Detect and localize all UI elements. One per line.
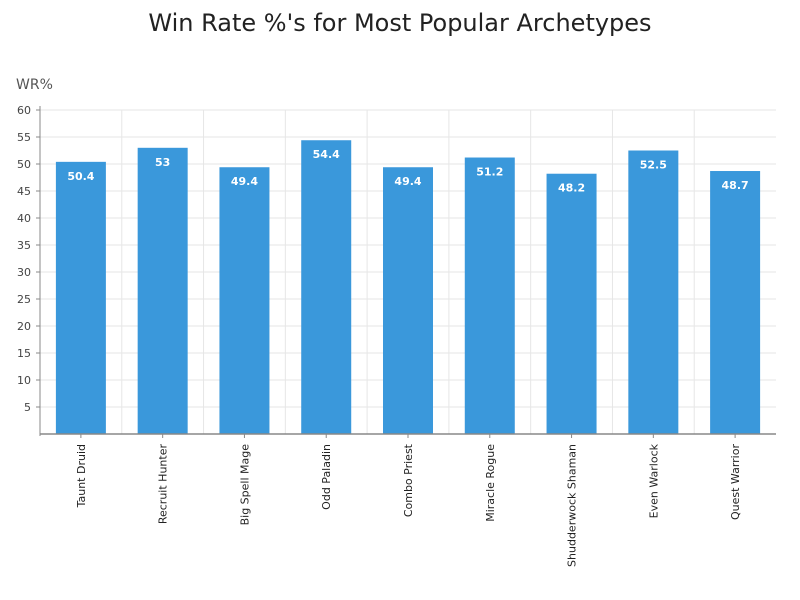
bar bbox=[301, 140, 352, 435]
y-tick-label: 35 bbox=[17, 239, 31, 252]
labels: 5 10 15 20 25 30 35 40 45 50 55 60 50.4 Taunt Druid 53… bbox=[16, 77, 749, 567]
y-tick-label: 40 bbox=[17, 212, 31, 225]
x-tick-label: Taunt Druid bbox=[75, 444, 88, 508]
bar bbox=[55, 161, 106, 434]
x-tick-label: Miracle Rogue bbox=[484, 444, 497, 522]
y-tick-label: 45 bbox=[17, 185, 31, 198]
data-label: 49.4 bbox=[394, 175, 421, 188]
axes bbox=[36, 106, 776, 438]
y-tick-label: 55 bbox=[17, 131, 31, 144]
x-tick-label: Shudderwock Shaman bbox=[566, 444, 579, 567]
y-tick-label: 20 bbox=[17, 320, 31, 333]
data-label: 49.4 bbox=[231, 175, 258, 188]
data-label: 54.4 bbox=[313, 148, 340, 161]
data-label: 53 bbox=[155, 156, 170, 169]
y-tick-label: 10 bbox=[17, 374, 31, 387]
x-tick-label: Combo Priest bbox=[402, 443, 415, 517]
x-tick-label: Big Spell Mage bbox=[238, 444, 251, 526]
chart-title: Win Rate %'s for Most Popular Archetypes bbox=[148, 9, 652, 37]
y-tick-label: 25 bbox=[17, 293, 31, 306]
x-tick-label: Recruit Hunter bbox=[157, 444, 170, 525]
x-tick-label: Even Warlock bbox=[647, 443, 660, 518]
bar bbox=[219, 167, 270, 435]
bar bbox=[383, 167, 433, 435]
y-tick-label: 50 bbox=[17, 158, 31, 171]
bar bbox=[710, 171, 761, 434]
bar bbox=[464, 157, 515, 434]
y-tick-label: 30 bbox=[17, 266, 31, 279]
y-axis-title: WR% bbox=[16, 77, 53, 93]
bars bbox=[55, 140, 761, 435]
bar bbox=[137, 147, 188, 435]
data-label: 50.4 bbox=[67, 170, 94, 183]
y-tick-label: 60 bbox=[17, 104, 31, 117]
x-tick-label: Quest Warrior bbox=[729, 444, 742, 520]
y-tick-label: 5 bbox=[24, 401, 31, 414]
bar bbox=[546, 173, 597, 434]
data-label: 48.7 bbox=[722, 179, 749, 192]
bar bbox=[628, 150, 679, 434]
data-label: 52.5 bbox=[640, 159, 667, 172]
data-label: 51.2 bbox=[476, 166, 503, 179]
y-tick-label: 15 bbox=[17, 347, 31, 360]
x-tick-label: Odd Paladin bbox=[320, 444, 333, 510]
data-label: 48.2 bbox=[558, 182, 585, 195]
